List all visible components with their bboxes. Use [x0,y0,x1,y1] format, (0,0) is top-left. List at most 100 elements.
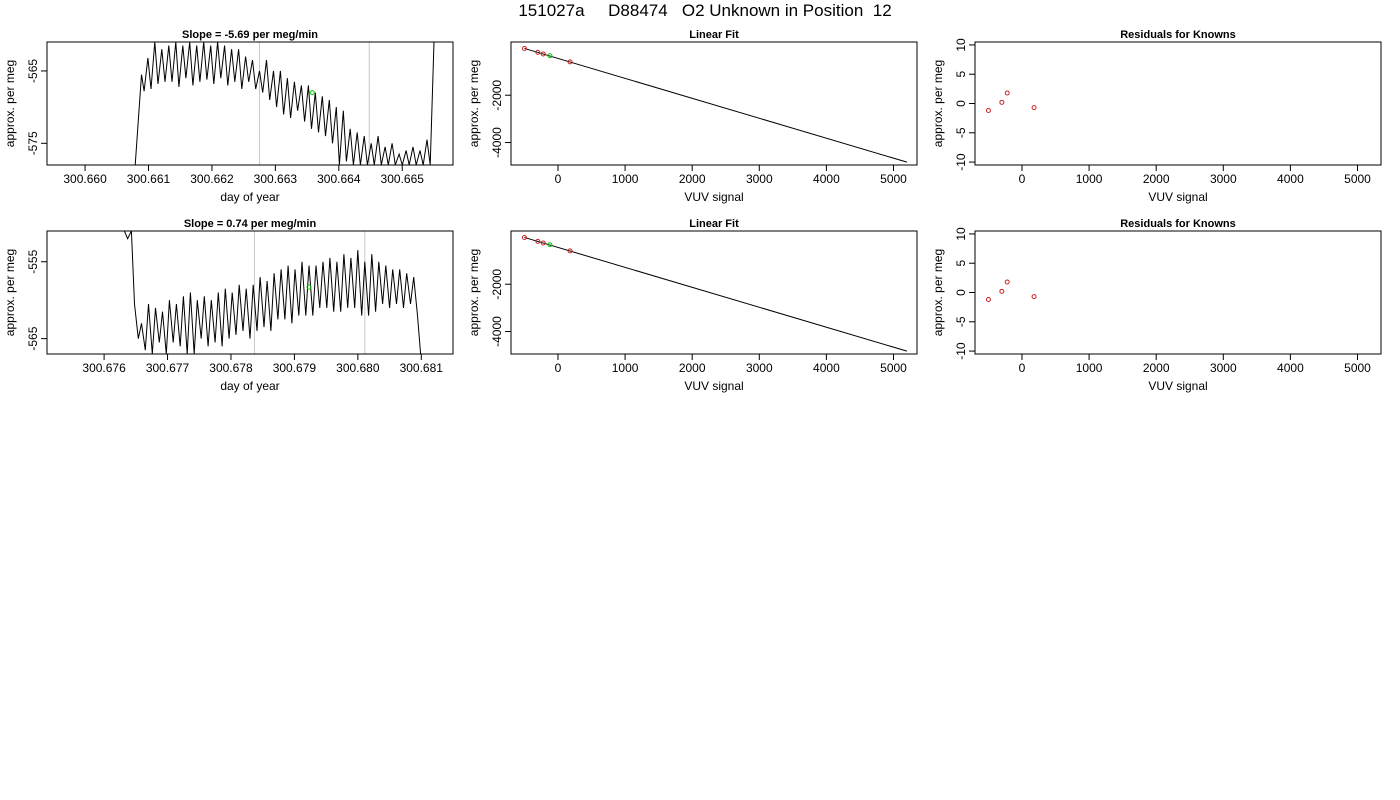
chart-6-title: Residuals for Knowns [1120,218,1236,230]
chart-2-point [540,51,546,57]
chart-6-xlabel: VUV signal [1148,379,1207,393]
chart-4-title: Slope = 0.74 per meg/min [184,218,317,230]
chart-6-xtick-label: 3000 [1210,361,1237,375]
chart-4-ytick-label: -555 [26,249,40,273]
chart-2-xtick-label: 5000 [880,172,907,186]
chart-4-xtick-label: 300.678 [209,361,253,375]
chart-5-ylabel: approx. per meg [467,249,481,336]
chart-5-ytick-label: -2000 [490,269,504,300]
chart-6-xtick-label: 5000 [1344,361,1371,375]
chart-5-point [567,248,573,254]
chart-5-marker [547,242,553,248]
chart-2-ylabel: approx. per meg [467,60,481,147]
chart-4-plot-area [123,231,422,354]
chart-4-xtick-label: 300.681 [400,361,444,375]
chart-1-ytick-label: -565 [26,59,40,83]
chart-6-ytick-label: 0 [954,289,968,296]
chart-1-frame [46,41,454,166]
chart-3-xtick-label: 1000 [1076,172,1103,186]
chart-6-point [999,288,1005,294]
chart-3-ytick-label: -10 [954,153,968,171]
chart-1-xlabel: day of year [220,190,279,204]
chart-3-ytick-label: 5 [954,71,968,78]
chart-6-ytick-label: -10 [954,342,968,360]
chart-5-title: Linear Fit [689,218,739,230]
chart-5-point [521,234,527,240]
chart-4-series-line [123,231,422,354]
chart-5-xtick-label: 2000 [679,361,706,375]
chart-5-point [535,238,541,244]
chart-2-point [521,45,527,51]
chart-1-ylabel: approx. per meg [3,60,17,147]
chart-1-series-line [134,42,435,165]
chart-2-fit-line [524,47,908,163]
chart-4-xtick-label: 300.679 [273,361,317,375]
chart-2-ytick-label: -4000 [490,127,504,158]
chart-4-ytick-label: -565 [26,326,40,350]
chart-6-point [1031,294,1037,300]
chart-2-xtick-label: 1000 [612,172,639,186]
chart-3-ytick-label: -5 [954,127,968,138]
chart-1-plot-area [134,42,435,165]
chart-2-marker [547,53,553,59]
chart-3-title: Residuals for Knowns [1120,29,1236,41]
chart-4-ylabel: approx. per meg [3,249,17,336]
chart-3-frame [974,41,1382,166]
chart-2-plot-area [521,45,908,163]
chart-1-xtick-label: 300.660 [63,172,107,186]
chart-2-xtick-label: 2000 [679,172,706,186]
chart-3-xtick-label: 0 [1019,172,1026,186]
chart-3-xtick-label: 2000 [1143,172,1170,186]
chart-6-xtick-label: 0 [1019,361,1026,375]
chart-4-xtick-label: 300.680 [336,361,380,375]
chart-6-xtick-label: 1000 [1076,361,1103,375]
chart-2-ytick-label: -2000 [490,80,504,111]
chart-1-xtick-label: 300.661 [127,172,171,186]
chart-6-frame [974,230,1382,355]
chart-3-point [1031,105,1037,111]
chart-6-point [1004,279,1010,285]
chart-1-xtick-label: 300.664 [317,172,361,186]
chart-1-ytick-label: -575 [26,131,40,155]
chart-5-frame [510,230,918,355]
page-title: 151027a D88474 O2 Unknown in Position 12 [518,1,892,20]
chart-5-xtick-label: 1000 [612,361,639,375]
chart-3-point [985,108,991,114]
chart-5-fit-line [524,236,908,352]
chart-2-xtick-label: 3000 [746,172,773,186]
chart-3-point [999,99,1005,105]
chart-3-xtick-label: 3000 [1210,172,1237,186]
chart-4: Slope = 0.74 per meg/min 300.676 300.677 30… [3,218,454,393]
chart-5: Linear Fit 0 1000 2000 3000 4000 5000 -4000 -200… [467,218,918,393]
chart-5-plot-area [521,234,908,352]
chart-3-ytick-label: 10 [954,38,968,52]
chart-3-plot-area [985,90,1037,114]
chart-5-xtick-label: 4000 [813,361,840,375]
chart-6-ytick-label: 10 [954,227,968,241]
chart-3-ytick-label: 0 [954,100,968,107]
chart-3-xtick-label: 5000 [1344,172,1371,186]
chart-3-xlabel: VUV signal [1148,190,1207,204]
chart-6-point [985,297,991,303]
chart-2-title: Linear Fit [689,29,739,41]
chart-5-ytick-label: -4000 [490,316,504,347]
chart-4-xtick-label: 300.676 [82,361,126,375]
chart-2-xtick-label: 4000 [813,172,840,186]
chart-5-xtick-label: 5000 [880,361,907,375]
chart-1-xtick-label: 300.662 [190,172,234,186]
chart-4-frame [46,230,454,355]
chart-6-plot-area [985,279,1037,303]
chart-2-point [535,49,541,55]
chart-3-xtick-label: 4000 [1277,172,1304,186]
chart-2-frame [510,41,918,166]
chart-4-xlabel: day of year [220,379,279,393]
chart-1: Slope = -5.69 per meg/min 300.660 300.661 3… [3,29,454,204]
chart-3-ylabel: approx. per meg [931,60,945,147]
chart-2-point [567,59,573,65]
chart-1-title: Slope = -5.69 per meg/min [182,29,318,41]
chart-6-ytick-label: 5 [954,260,968,267]
chart-1-xtick-label: 300.665 [381,172,425,186]
chart-1-xtick-label: 300.663 [254,172,298,186]
chart-1-marker [309,90,315,96]
chart-6-xtick-label: 4000 [1277,361,1304,375]
